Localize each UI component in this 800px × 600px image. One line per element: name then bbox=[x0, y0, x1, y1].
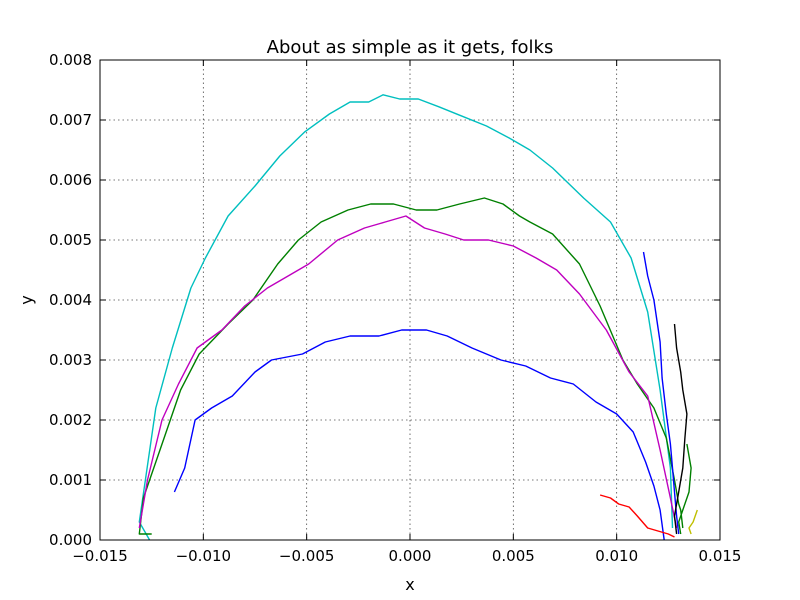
y-tick-label: 0.004 bbox=[49, 291, 92, 309]
y-tick-label: 0.008 bbox=[49, 51, 92, 69]
x-tick-label: −0.005 bbox=[279, 547, 335, 565]
y-tick-label: 0.001 bbox=[49, 471, 92, 489]
y-tick-label: 0.003 bbox=[49, 351, 92, 369]
chart-title: About as simple as it gets, folks bbox=[267, 37, 554, 58]
x-tick-label: −0.015 bbox=[72, 547, 128, 565]
series-line-1 bbox=[138, 94, 674, 541]
series-line-5 bbox=[642, 251, 680, 535]
x-tick-label: 0.000 bbox=[389, 547, 432, 565]
x-tick-label: 0.015 bbox=[699, 547, 742, 565]
series-line-2 bbox=[138, 197, 684, 535]
y-tick-label: 0.007 bbox=[49, 111, 92, 129]
x-tick-label: −0.010 bbox=[176, 547, 232, 565]
series-line-9 bbox=[599, 494, 675, 538]
y-tick-label: 0.006 bbox=[49, 171, 92, 189]
series-line-7 bbox=[678, 443, 692, 535]
x-tick-label: 0.005 bbox=[492, 547, 535, 565]
series-line-3 bbox=[138, 215, 678, 529]
series-line-6 bbox=[673, 323, 688, 535]
series-line-8 bbox=[688, 509, 698, 535]
x-axis-label: x bbox=[405, 575, 414, 594]
y-tick-label: 0.002 bbox=[49, 411, 92, 429]
y-tick-label: 0.000 bbox=[49, 531, 92, 549]
y-axis-label: y bbox=[17, 295, 36, 304]
grid bbox=[100, 60, 720, 540]
series-line-4 bbox=[173, 329, 665, 541]
series-layer bbox=[138, 94, 698, 541]
y-tick-label: 0.005 bbox=[49, 231, 92, 249]
ticks: −0.015 −0.010 −0.005 0.000 0.005 0.010 0.015 0.… bbox=[49, 51, 741, 565]
x-tick-label: 0.010 bbox=[595, 547, 638, 565]
